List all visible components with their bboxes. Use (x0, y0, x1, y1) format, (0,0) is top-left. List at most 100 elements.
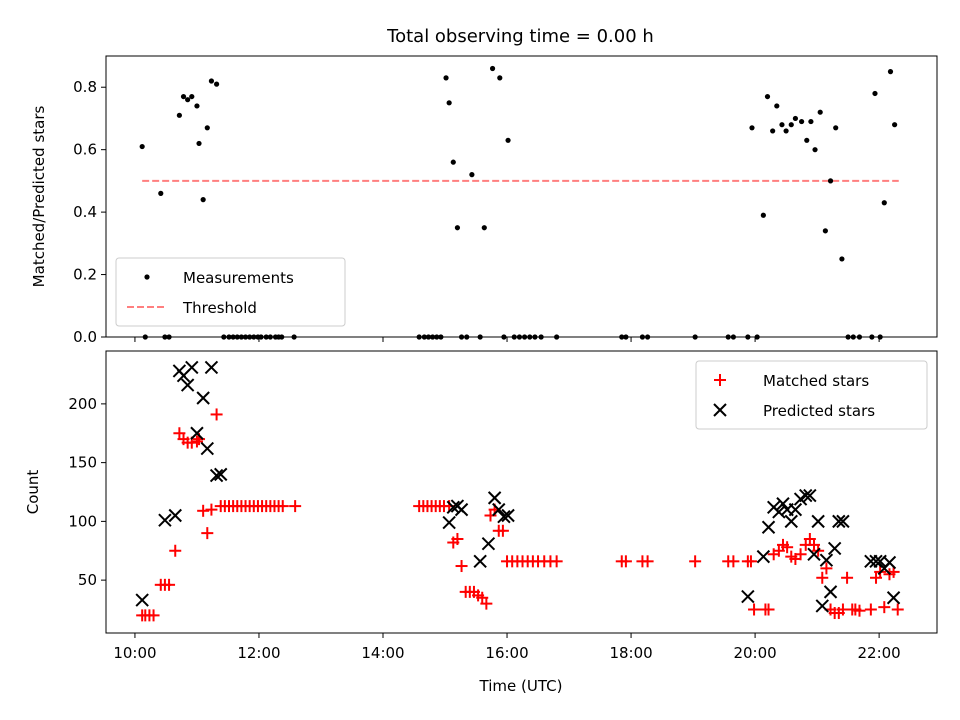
predicted-star-point (761, 520, 776, 534)
measurement-point (779, 122, 785, 128)
matched-star-point (190, 435, 203, 448)
matched-star-point (762, 603, 775, 616)
measurement-point (812, 147, 818, 153)
measurement-point (450, 159, 456, 165)
predicted-star-point (886, 591, 901, 605)
matched-star-point (841, 571, 854, 584)
matched-star-point (163, 578, 176, 591)
predicted-star-point (473, 554, 487, 569)
measurement-point (774, 103, 780, 109)
measurement-point (180, 93, 187, 100)
matched-star-point (641, 555, 654, 568)
matched-star-point (169, 544, 182, 557)
bottom-axes-frame (105, 350, 938, 634)
chart-title: Total observing time = 0.00 h (386, 26, 654, 47)
measurement-point (481, 225, 487, 231)
matched-star-point (781, 541, 794, 554)
predicted-star-point (803, 488, 817, 503)
measurement-point (822, 228, 828, 234)
top-x-ticks (134, 337, 880, 342)
matched-star-point (147, 609, 160, 622)
predicted-star-point (487, 491, 502, 505)
matched-star-point (451, 533, 464, 545)
predicted-star-point (788, 502, 803, 517)
bottom-y-axis-label: Count (24, 470, 42, 515)
predicted-star-point (776, 497, 790, 511)
matched-star-point (853, 604, 866, 617)
measurement-point (469, 172, 475, 178)
measurement-point (196, 140, 202, 147)
legend-measurements-marker (144, 274, 150, 280)
top-y-axis-label: Matched/Predicted stars (30, 106, 48, 288)
matched-star-point (289, 500, 302, 513)
bottom-legend-box (695, 360, 928, 430)
matched-star-point (210, 408, 223, 421)
measurement-point (833, 125, 839, 131)
predicted-star-point (756, 549, 771, 564)
x-tick-label: 10:00 (113, 644, 156, 662)
measurement-point (454, 225, 461, 231)
measurement-point (497, 75, 503, 81)
top-y-tick-label: 0.2 (73, 266, 97, 284)
predicted-star-point (823, 585, 838, 599)
x-tick-label: 16:00 (485, 644, 528, 662)
predicted-star-point (799, 488, 813, 503)
predicted-star-point (836, 514, 850, 529)
measurement-point (760, 212, 766, 218)
matched-star-point (689, 555, 702, 568)
measurement-point (783, 128, 789, 134)
matched-stars-points (136, 408, 904, 622)
legend-matched-marker (714, 374, 726, 386)
measurement-point (881, 200, 887, 206)
measurement-point (792, 115, 798, 122)
top-y-tick-label: 0.8 (73, 78, 97, 96)
matched-star-point (820, 562, 833, 575)
measurement-point (764, 93, 771, 100)
x-tick-label: 20:00 (733, 644, 776, 662)
measurement-point (770, 128, 776, 134)
bottom-legend: Matched stars Predicted stars (695, 360, 928, 430)
measurement-point (788, 122, 794, 128)
measurement-point (892, 122, 898, 128)
matched-star-point (205, 503, 218, 516)
legend-matched-label: Matched stars (763, 372, 869, 390)
predicted-star-point (497, 509, 511, 524)
measurement-point (189, 93, 195, 100)
measurement-points (139, 65, 898, 340)
predicted-star-point (209, 468, 224, 483)
predicted-star-point (811, 514, 825, 529)
predicted-star-point (832, 514, 846, 529)
legend-predicted-marker (713, 403, 727, 417)
measurement-point (443, 75, 449, 81)
top-legend-box (115, 257, 346, 327)
bottom-x-ticks: 10:00 12:00 14:00 16:00 18:00 20:00 22:00 (113, 633, 901, 662)
predicted-star-point (168, 508, 182, 523)
bottom-panel: 50 100 150 200 10:00 12:00 14:00 16:00 18:00 20:… (24, 350, 938, 695)
predicted-star-point (135, 593, 149, 607)
measurement-point (200, 197, 206, 203)
measurement-point (158, 190, 164, 196)
predicted-star-point (196, 391, 210, 405)
bottom-y-tick-label: 50 (78, 571, 97, 589)
predicted-star-point (772, 505, 786, 519)
measurement-point (139, 143, 145, 150)
bottom-y-tick-label: 150 (68, 454, 97, 472)
bottom-y-tick-label: 200 (68, 395, 97, 413)
predicted-star-point (190, 426, 204, 440)
predicted-star-point (454, 502, 469, 517)
predicted-star-point (446, 500, 460, 514)
matched-star-point (891, 603, 904, 616)
matched-star-point (864, 603, 877, 616)
x-tick-label: 14:00 (361, 644, 404, 662)
predicted-star-point (158, 513, 172, 527)
predicted-star-point (200, 441, 214, 456)
predicted-star-point (741, 589, 755, 604)
top-axes-frame (105, 55, 938, 338)
matched-star-point (744, 555, 757, 568)
matched-star-point (727, 555, 740, 568)
predicted-star-point (481, 536, 496, 551)
predicted-star-point (827, 541, 842, 556)
measurement-point (213, 81, 220, 87)
bottom-y-tick-label: 100 (68, 512, 97, 530)
